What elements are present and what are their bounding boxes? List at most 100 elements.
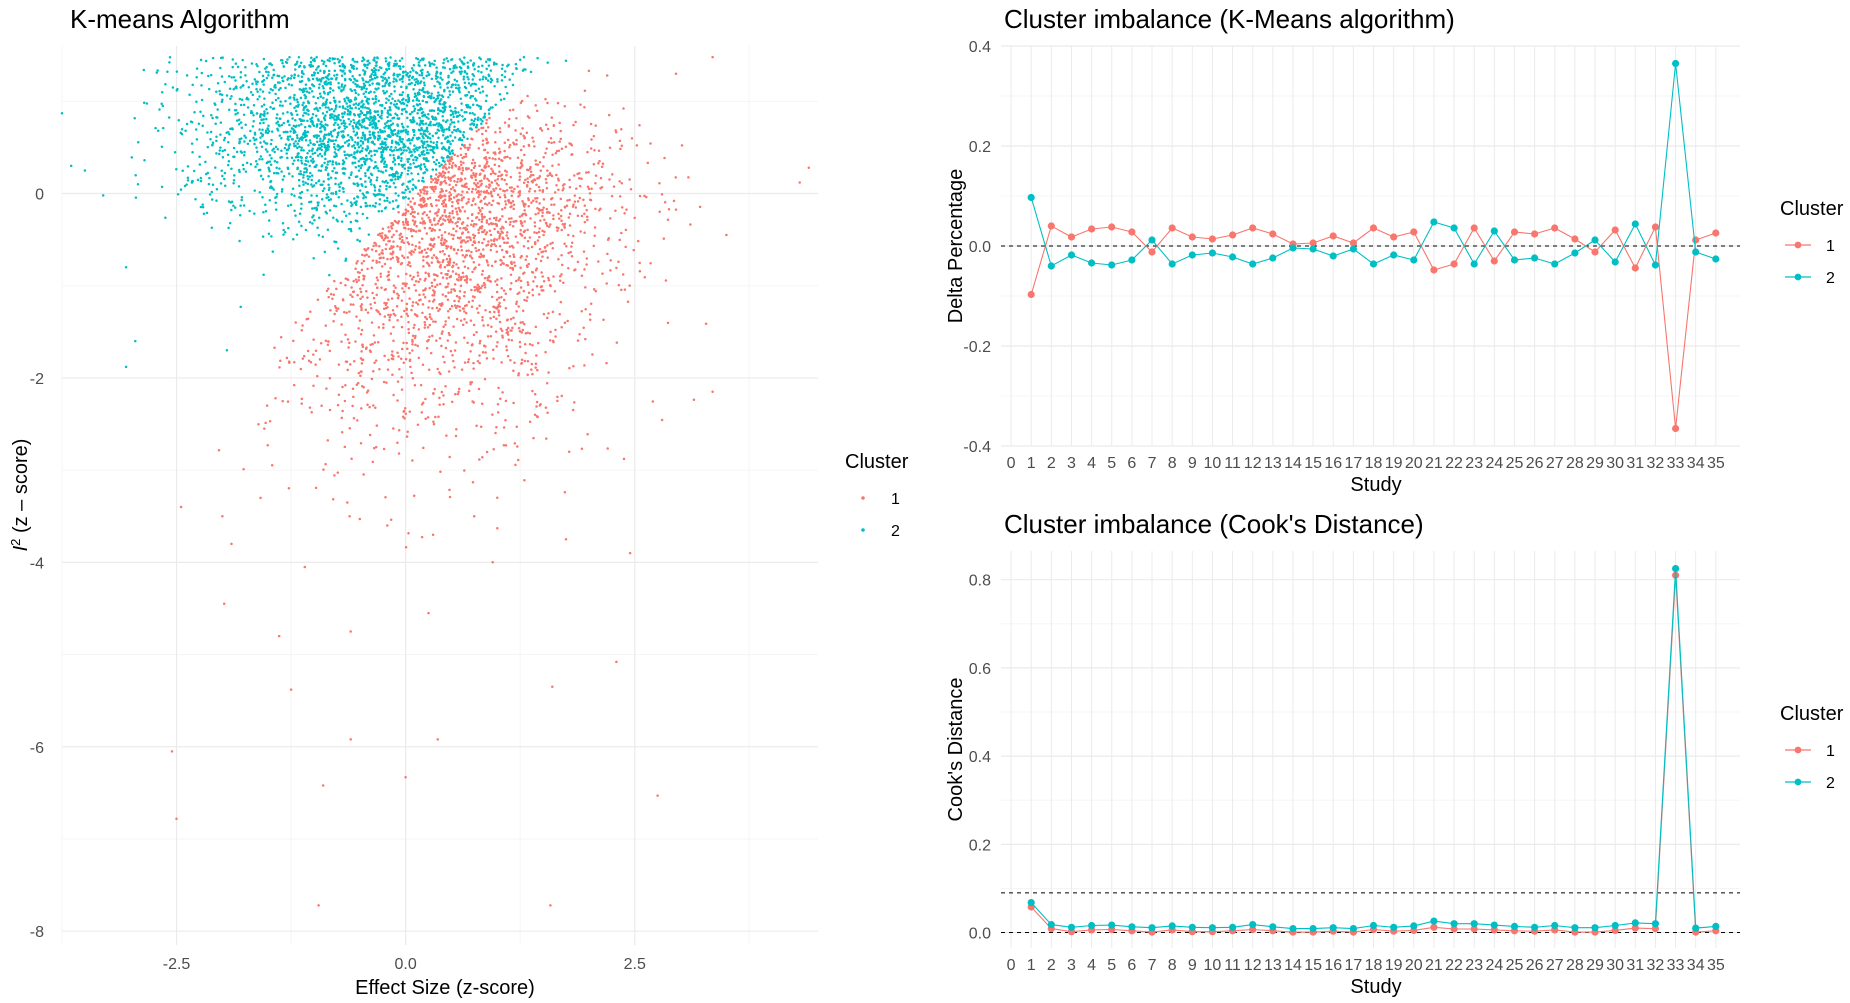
scatter-point-cluster-1	[423, 210, 426, 214]
scatter-point-cluster-1	[405, 302, 409, 306]
scatter-point-cluster-2	[388, 61, 391, 64]
scatter-point-cluster-2	[325, 83, 328, 86]
scatter-point-cluster-1	[390, 297, 394, 300]
scatter-point-cluster-1	[370, 377, 374, 381]
scatter-point-cluster-2	[291, 117, 294, 120]
scatter-point-cluster-2	[422, 95, 426, 98]
scatter-point-cluster-1	[538, 209, 541, 212]
scatter-point-cluster-1	[508, 255, 512, 258]
scatter-point-cluster-1	[547, 312, 550, 315]
scatter-point-cluster-1	[340, 323, 343, 326]
scatter-point-cluster-2	[299, 155, 302, 159]
scatter-point-cluster-1	[526, 115, 530, 118]
scatter-point-cluster-1	[382, 326, 385, 329]
scatter-point-cluster-1	[365, 253, 368, 257]
scatter-point-cluster-1	[407, 286, 411, 290]
scatter-point-cluster-2	[145, 102, 149, 105]
scatter-point-cluster-1	[433, 242, 436, 246]
scatter-point-cluster-2	[420, 139, 423, 143]
scatter-point-cluster-2	[261, 134, 264, 138]
scatter-point-cluster-1	[359, 332, 363, 336]
scatter-point-cluster-2	[358, 123, 362, 126]
scatter-point-cluster-1	[424, 315, 427, 319]
scatter-point-cluster-1	[515, 425, 519, 428]
scatter-point-cluster-2	[326, 92, 330, 96]
scatter-point-cluster-2	[350, 153, 353, 157]
scatter-point-cluster-1	[354, 278, 358, 281]
scatter-point-cluster-2	[463, 81, 467, 84]
scatter-point-cluster-1	[601, 272, 604, 275]
scatter-point-cluster-2	[323, 187, 326, 190]
scatter-point-cluster-1	[557, 212, 560, 216]
scatter-point-cluster-1	[500, 329, 504, 332]
scatter-point-cluster-1	[443, 198, 447, 202]
scatter-point-cluster-1	[535, 200, 538, 203]
scatter-point-cluster-2	[299, 196, 303, 200]
scatter-point-cluster-2	[454, 111, 457, 115]
scatter-point-cluster-1	[279, 359, 282, 362]
scatter-point-cluster-2	[326, 74, 330, 77]
scatter-point-cluster-1	[517, 372, 521, 375]
scatter-point-cluster-2	[271, 76, 274, 80]
scatter-point-cluster-2	[322, 102, 325, 106]
scatter-point-cluster-2	[443, 90, 446, 93]
scatter-point-cluster-2	[431, 168, 435, 171]
scatter-point-cluster-2	[500, 79, 504, 82]
scatter-point-cluster-1	[479, 200, 482, 203]
scatter-point-cluster-2	[287, 146, 291, 150]
scatter-point-cluster-2	[262, 121, 265, 125]
scatter-point-cluster-2	[299, 61, 303, 65]
scatter-point-cluster-2	[325, 98, 329, 102]
scatter-point-cluster-1	[483, 190, 486, 193]
scatter-point-cluster-2	[356, 196, 360, 199]
scatter-point-cluster-2	[236, 111, 239, 115]
scatter-point-cluster-1	[400, 261, 404, 265]
scatter-point-cluster-2	[354, 141, 357, 144]
scatter-point-cluster-1	[442, 402, 445, 406]
scatter-point-cluster-1	[449, 349, 453, 353]
scatter-point-cluster-1	[552, 141, 556, 144]
scatter-point-cluster-2	[299, 207, 303, 210]
scatter-point-cluster-2	[342, 121, 345, 125]
scatter-point-cluster-2	[347, 110, 350, 113]
scatter-point-cluster-2	[389, 113, 392, 117]
scatter-point-cluster-2	[316, 78, 319, 82]
scatter-point-cluster-2	[375, 178, 379, 182]
scatter-point-cluster-1	[351, 404, 354, 408]
scatter-point-cluster-2	[282, 130, 286, 134]
scatter-point-cluster-1	[378, 312, 382, 316]
scatter-point-cluster-2	[219, 66, 222, 70]
scatter-point-cluster-2	[270, 130, 274, 133]
scatter-point-cluster-1	[425, 255, 428, 259]
scatter-point-cluster-1	[494, 330, 498, 333]
scatter-point-cluster-1	[555, 149, 559, 153]
scatter-point-cluster-2	[400, 157, 403, 160]
scatter-point-cluster-2	[431, 115, 435, 119]
scatter-point-cluster-2	[328, 108, 331, 112]
scatter-point-cluster-2	[400, 57, 404, 60]
scatter-point-cluster-1	[508, 186, 512, 189]
scatter-point-cluster-1	[454, 272, 458, 275]
scatter-point-cluster-1	[428, 286, 431, 290]
scatter-point-cluster-1	[451, 221, 454, 224]
scatter-point-cluster-2	[388, 105, 392, 109]
scatter-point-cluster-2	[156, 69, 159, 72]
scatter-point-cluster-1	[344, 333, 347, 336]
scatter-point-cluster-2	[350, 204, 353, 208]
scatter-point-cluster-2	[296, 146, 299, 150]
scatter-point-cluster-2	[300, 135, 304, 139]
scatter-point-cluster-1	[540, 271, 543, 274]
y-tick-label: 0	[35, 187, 44, 204]
scatter-point-cluster-2	[325, 196, 328, 199]
scatter-point-cluster-1	[454, 164, 457, 167]
scatter-point-cluster-1	[618, 238, 621, 242]
scatter-point-cluster-1	[503, 194, 506, 197]
scatter-point-cluster-2	[433, 100, 436, 104]
scatter-point-cluster-1	[605, 282, 608, 285]
scatter-point-cluster-1	[459, 245, 463, 248]
scatter-point-cluster-1	[376, 310, 380, 313]
scatter-point-cluster-2	[461, 133, 465, 137]
scatter-point-cluster-1	[519, 229, 522, 232]
scatter-point-cluster-2	[161, 104, 165, 108]
scatter-point-cluster-1	[421, 217, 424, 220]
